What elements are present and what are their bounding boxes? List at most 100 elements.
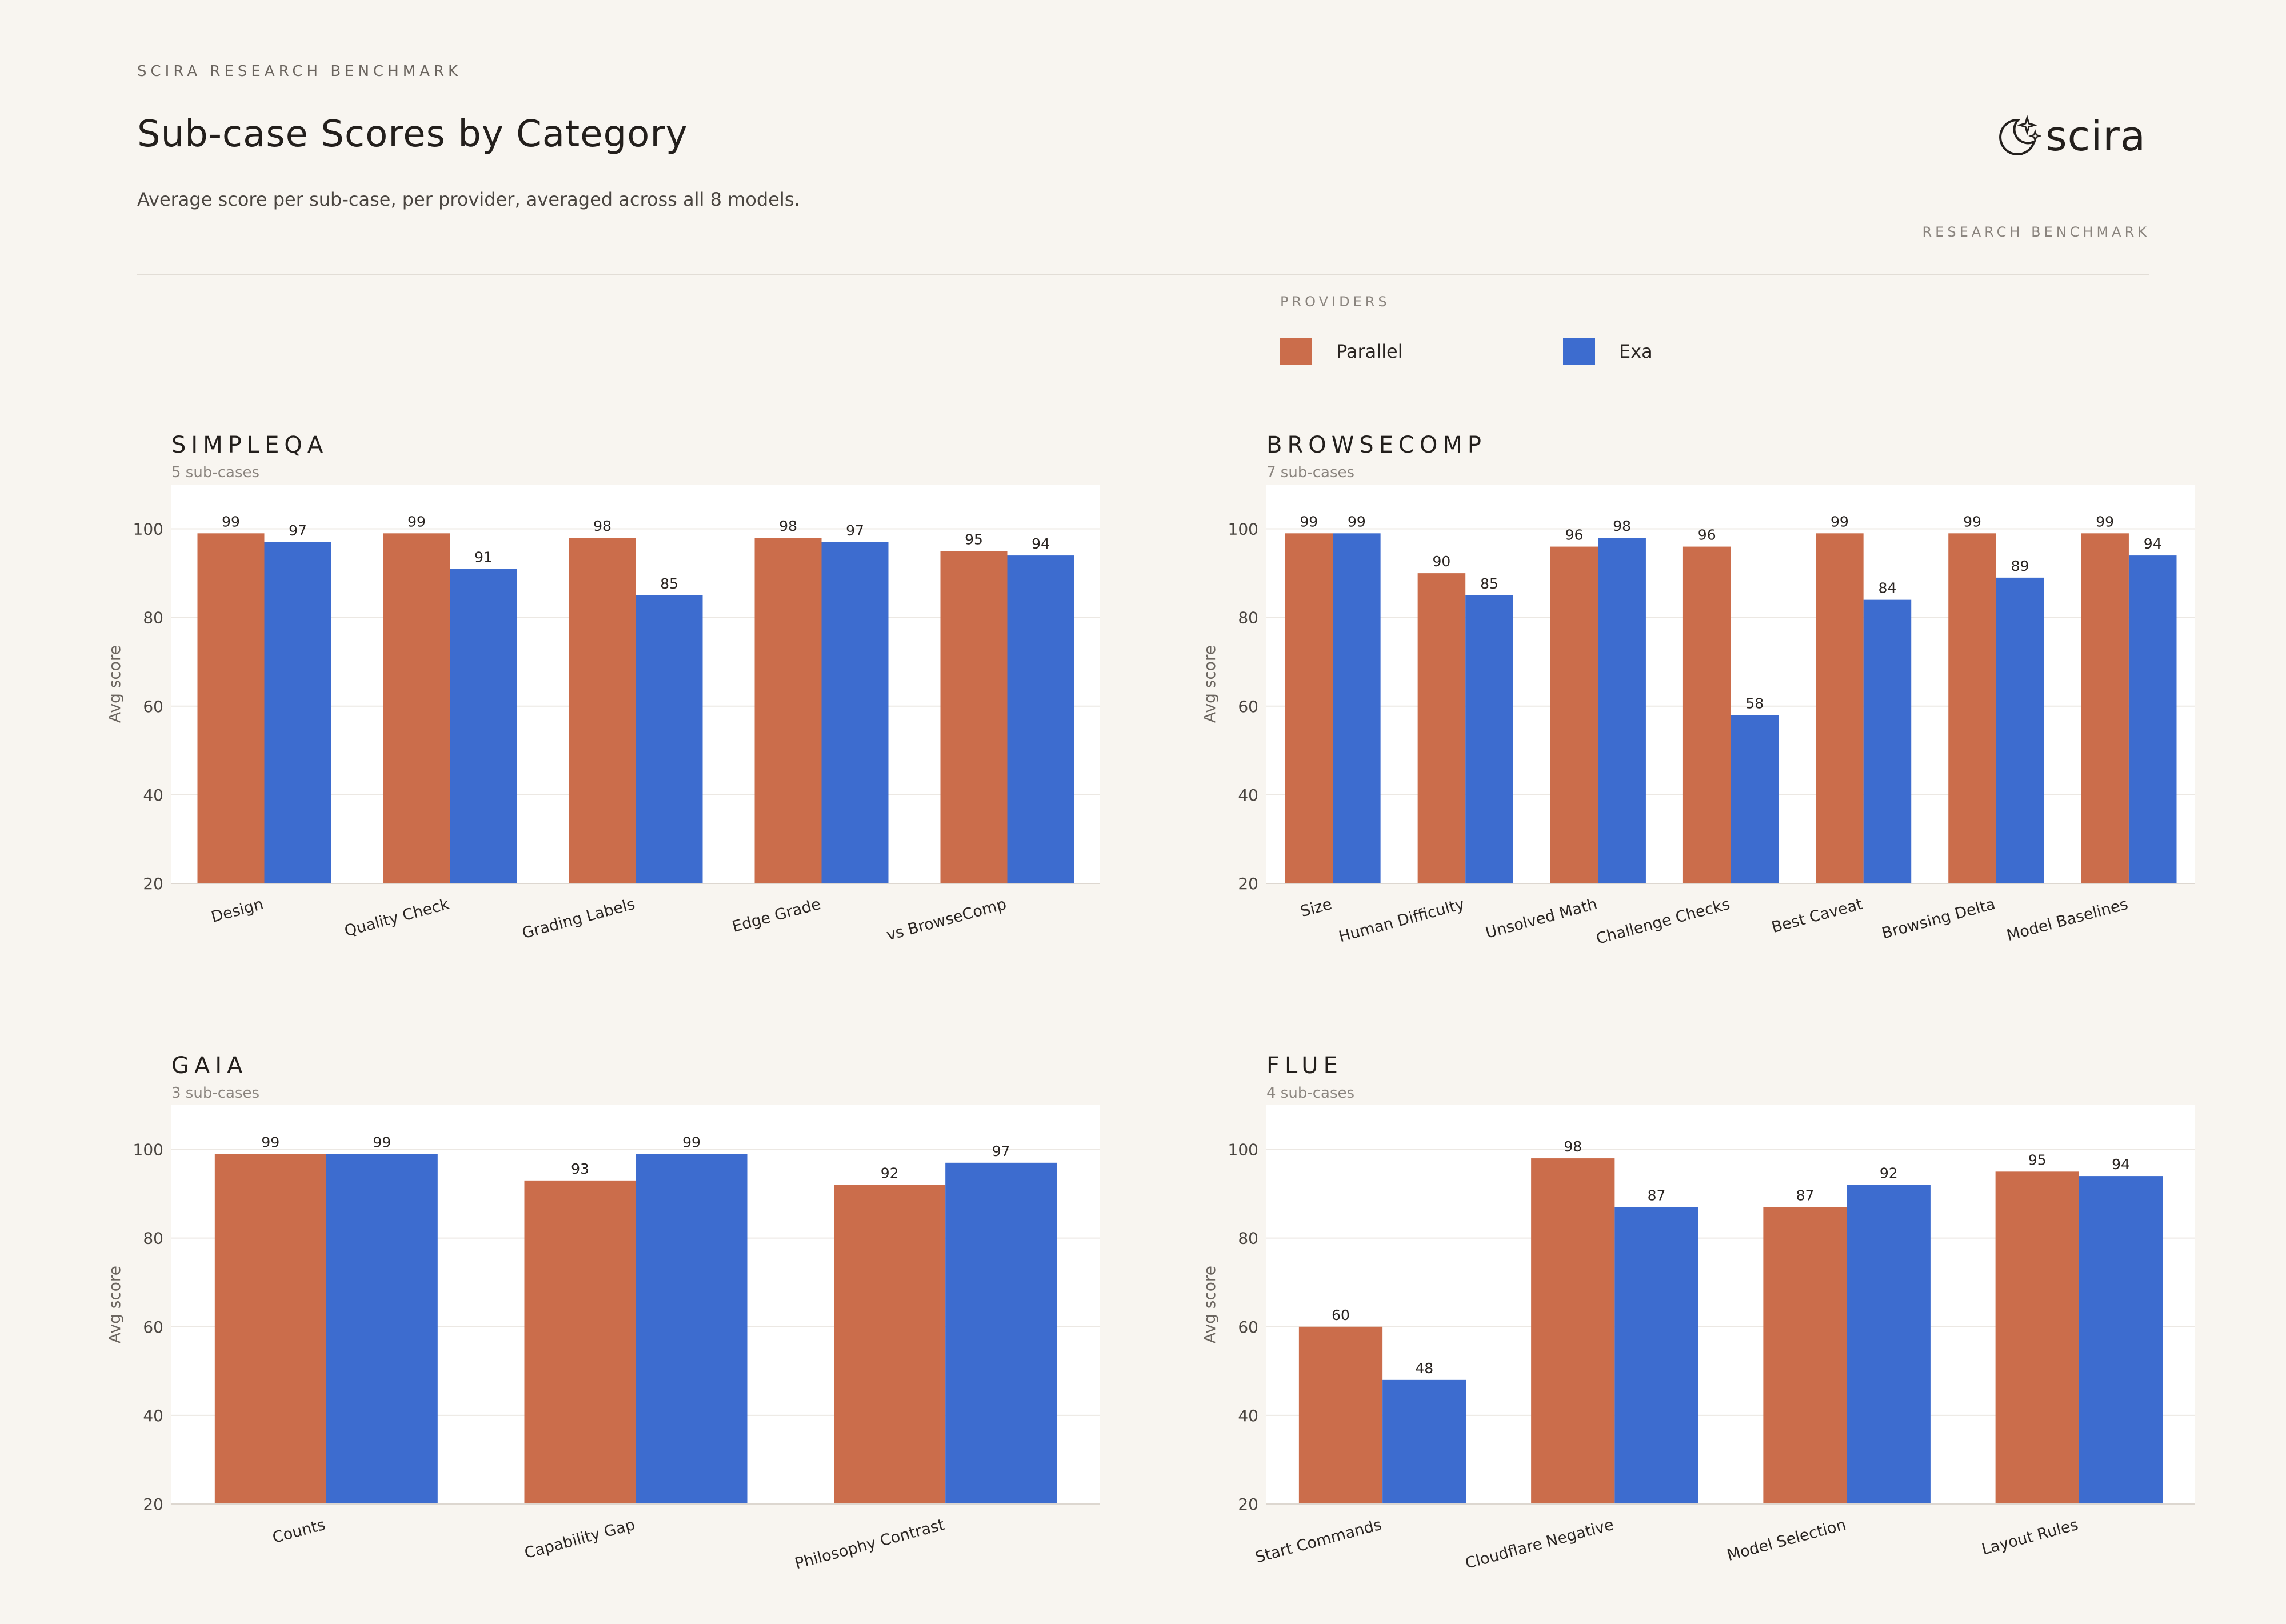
y-tick-label: 80 [143, 609, 163, 627]
data-label: 94 [2144, 535, 2162, 552]
x-tick-label: Size [1298, 895, 1334, 921]
data-label: 98 [779, 518, 797, 534]
data-label: 96 [1698, 527, 1716, 543]
bar-chart-gaia: 20 40 60 80 100 Avg score 99 93 92 99 99 97 Counts Ca… [105, 1105, 1100, 1573]
header-divider [137, 274, 2149, 275]
bar-exa [1382, 1379, 1466, 1504]
x-tick-label: Quality Check [343, 895, 451, 941]
data-label: 99 [222, 513, 240, 530]
x-tick-label: Edge Grade [730, 895, 822, 936]
bar-exa [1996, 577, 2044, 883]
data-label: 94 [1032, 535, 1050, 552]
moon-sparkle-icon [1999, 114, 2041, 155]
legend-swatch-exa [1563, 338, 1595, 365]
bar-exa [326, 1154, 438, 1504]
y-axis-label: Avg score [105, 645, 124, 723]
x-tick-label: Best Caveat [1770, 895, 1865, 937]
chart-subcase-count: 5 sub-cases [171, 464, 260, 481]
bar-parallel [197, 533, 265, 883]
data-label: 99 [682, 1134, 701, 1150]
x-tick-label: Unsolved Math [1484, 895, 1599, 942]
bar-exa [821, 542, 889, 883]
legend-label-parallel: Parallel [1336, 341, 1403, 362]
data-label: 96 [1565, 527, 1584, 543]
data-label: 92 [881, 1165, 899, 1182]
y-axis-label: Avg score [1200, 1266, 1219, 1343]
y-tick-label: 40 [1238, 786, 1258, 805]
x-tick-label: Capability Gap [523, 1516, 637, 1562]
chart-panel-gaia: GAIA 3 sub-cases 20 40 60 80 100 Avg score 99 9… [105, 1053, 1166, 1624]
bar-exa [1007, 555, 1074, 883]
chart-title: GAIA [171, 1053, 248, 1079]
y-tick-label: 80 [1238, 1229, 1258, 1248]
data-label: 97 [992, 1143, 1010, 1159]
x-tick-label: Design [209, 895, 265, 926]
bar-exa [636, 595, 703, 883]
legend-title: PROVIDERS [1280, 294, 1390, 310]
y-tick-label: 80 [143, 1229, 163, 1248]
bar-parallel [1995, 1171, 2079, 1504]
scira-logo: scira [1993, 112, 2146, 160]
data-label: 58 [1745, 695, 1764, 711]
chart-panel-browsecomp: BROWSECOMP 7 sub-cases 20 40 60 80 100 Avg sc… [1200, 432, 2261, 1003]
data-label: 99 [2096, 513, 2114, 530]
data-label: 99 [1300, 513, 1318, 530]
data-label: 99 [1831, 513, 1849, 530]
data-label: 99 [261, 1134, 279, 1150]
y-tick-label: 40 [143, 1406, 163, 1425]
legend-label-exa: Exa [1619, 341, 1653, 362]
legend-item-exa: Exa [1563, 338, 1653, 365]
data-label: 95 [2028, 1151, 2047, 1168]
y-tick-label: 60 [1238, 697, 1258, 716]
bar-parallel [569, 538, 636, 883]
bar-parallel [524, 1180, 636, 1504]
data-label: 84 [1879, 580, 1897, 597]
x-tick-label: Model Baselines [2005, 895, 2130, 945]
data-label: 85 [660, 575, 678, 592]
x-tick-label: Start Commands [1253, 1516, 1384, 1567]
data-label: 97 [846, 522, 864, 539]
data-label: 97 [289, 522, 307, 539]
data-label: 92 [1880, 1165, 1898, 1182]
logo-tagline: RESEARCH BENCHMARK [1922, 224, 2150, 240]
y-tick-label: 80 [1238, 609, 1258, 627]
data-label: 60 [1332, 1307, 1350, 1323]
bar-parallel [1550, 546, 1598, 883]
bar-parallel [1298, 1326, 1383, 1504]
bar-exa [2079, 1176, 2163, 1504]
y-tick-label: 20 [143, 874, 163, 893]
x-tick-label: Challenge Checks [1594, 895, 1732, 948]
y-tick-label: 100 [1228, 1141, 1258, 1159]
bar-exa [1333, 533, 1381, 883]
bar-chart-flue: 20 40 60 80 100 Avg score 60 98 87 95 48 87 92 94 Star… [1200, 1105, 2195, 1573]
bar-exa [1465, 595, 1513, 883]
y-tick-label: 20 [1238, 874, 1258, 893]
data-label: 91 [474, 549, 493, 565]
data-label: 48 [1415, 1360, 1433, 1377]
bar-exa [1598, 538, 1646, 883]
x-tick-label: Layout Rules [1980, 1516, 2080, 1559]
data-label: 99 [1963, 513, 1981, 530]
y-tick-label: 60 [143, 1318, 163, 1337]
bar-parallel [1816, 533, 1864, 883]
bar-exa [264, 542, 331, 883]
x-tick-label: Human Difficulty [1337, 895, 1466, 946]
bar-exa [1614, 1207, 1698, 1504]
y-tick-label: 20 [1238, 1495, 1258, 1514]
y-tick-label: 40 [143, 786, 163, 805]
page-subtitle: Average score per sub-case, per provider… [137, 189, 800, 210]
bar-parallel [1417, 573, 1466, 883]
y-tick-label: 100 [133, 1141, 163, 1159]
data-label: 99 [1348, 513, 1366, 530]
bar-exa [1863, 599, 1912, 883]
y-tick-label: 40 [1238, 1406, 1258, 1425]
chart-title: FLUE [1266, 1053, 1343, 1079]
bar-parallel [754, 538, 822, 883]
chart-title: SIMPLEQA [171, 432, 329, 458]
bar-parallel [2081, 533, 2129, 883]
data-label: 87 [1796, 1187, 1815, 1203]
data-label: 87 [1648, 1187, 1666, 1203]
bar-exa [636, 1154, 748, 1504]
bar-exa [945, 1162, 1057, 1504]
y-tick-label: 60 [1238, 1318, 1258, 1337]
